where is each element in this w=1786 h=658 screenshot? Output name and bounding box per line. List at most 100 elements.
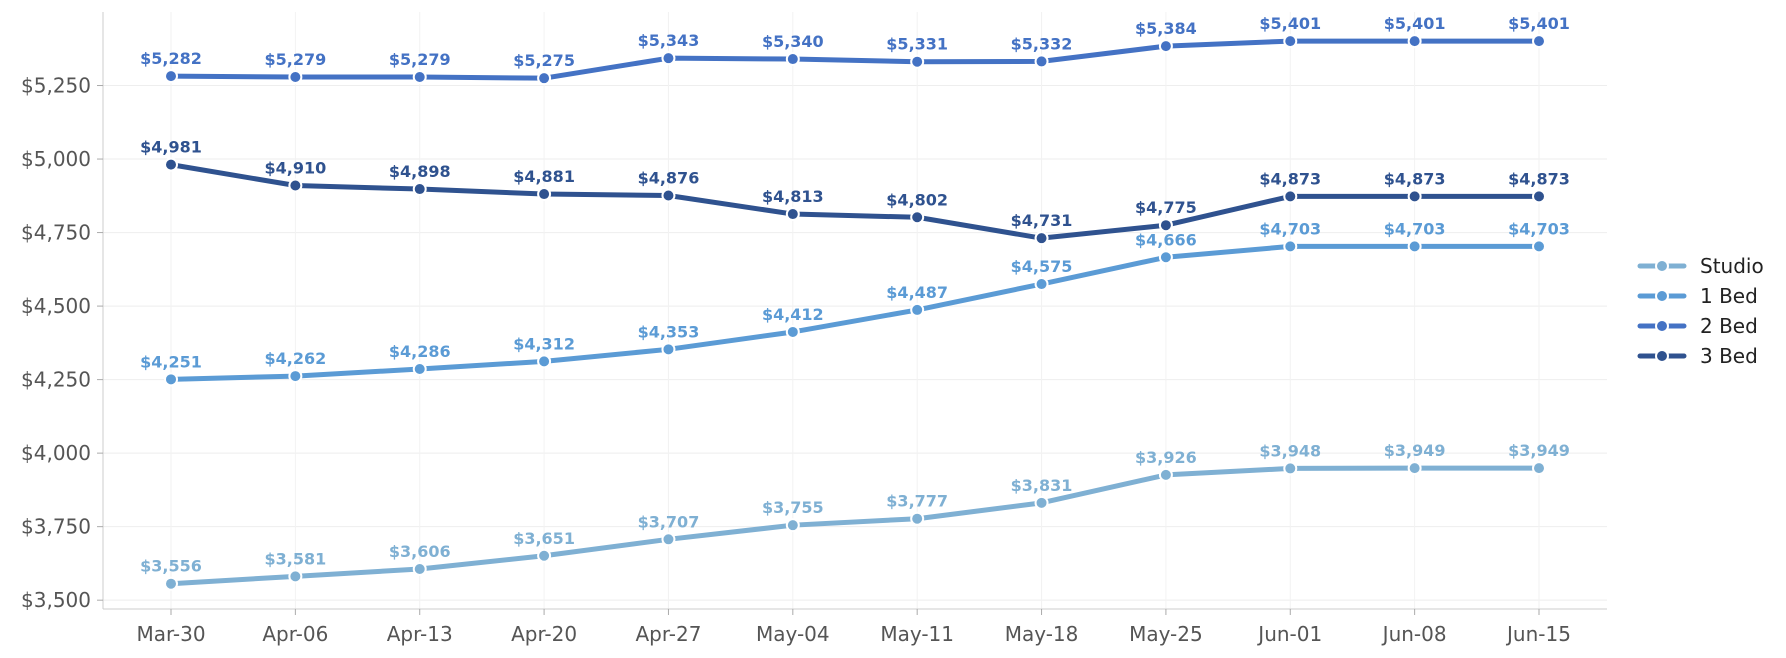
data-label: $3,926 (1135, 448, 1197, 467)
data-label: $3,949 (1508, 441, 1570, 460)
data-label: $4,312 (513, 334, 575, 353)
data-point (1034, 231, 1049, 246)
data-label: $5,282 (140, 49, 202, 68)
series-line (168, 38, 1542, 81)
data-point (412, 182, 427, 197)
y-tick-label: $4,500 (21, 294, 91, 318)
data-label: $4,575 (1011, 257, 1073, 276)
data-label: $5,401 (1508, 14, 1570, 33)
data-point (661, 532, 676, 547)
data-point (1034, 495, 1049, 510)
data-point (412, 69, 427, 84)
data-point (288, 69, 303, 84)
data-point (288, 178, 303, 193)
data-label: $4,487 (886, 283, 948, 302)
data-label: $4,981 (140, 138, 202, 157)
data-point (1532, 461, 1546, 476)
data-point (910, 511, 925, 526)
data-point (1532, 189, 1546, 204)
legend-label: Studio (1700, 254, 1764, 278)
x-tick-label: Jun-08 (1381, 622, 1447, 646)
data-point (537, 187, 552, 202)
data-label: $5,401 (1384, 14, 1446, 33)
data-point (1034, 277, 1049, 292)
data-point (1283, 34, 1298, 49)
data-label: $4,802 (886, 190, 948, 209)
x-tick-label: Apr-06 (262, 622, 328, 646)
data-point (661, 342, 676, 357)
legend-item: 1 Bed (1637, 284, 1758, 308)
x-axis-ticks: Mar-30 Apr-06 Apr-13 Apr-20 Apr-27 May-04 May-… (136, 609, 1571, 646)
data-label: $4,703 (1259, 219, 1321, 238)
data-label: $4,873 (1384, 169, 1446, 188)
data-point (1158, 39, 1173, 54)
data-label: $4,412 (762, 305, 824, 324)
data-label: $3,651 (513, 529, 575, 548)
data-label: $4,703 (1384, 219, 1446, 238)
data-point (412, 362, 427, 377)
data-point (1407, 34, 1422, 49)
data-label: $3,949 (1384, 441, 1446, 460)
data-point (1407, 189, 1422, 204)
x-tick-label: Apr-20 (511, 622, 577, 646)
data-point (1283, 461, 1298, 476)
legend-swatch-marker (1655, 259, 1669, 273)
data-point (1407, 239, 1422, 254)
data-point (1034, 54, 1049, 69)
legend-item: 2 Bed (1637, 314, 1758, 338)
grid-lines (103, 12, 1607, 609)
series-1-bed: $4,251 $4,262 $4,286 $4,312 $4,353 $4,412 $4,4… (140, 219, 1570, 387)
x-tick-label: May-04 (756, 622, 830, 646)
data-point (164, 69, 178, 84)
data-point (537, 354, 552, 369)
legend: Studio 1 Bed 2 Bed 3 Bed (1637, 254, 1764, 368)
data-point (537, 548, 552, 563)
x-tick-label: May-18 (1005, 622, 1079, 646)
series-line (168, 465, 1542, 587)
axes (102, 12, 1607, 610)
data-label: $4,262 (264, 349, 326, 368)
legend-label: 3 Bed (1700, 344, 1758, 368)
data-point (661, 51, 676, 66)
data-label: $3,777 (886, 492, 948, 511)
y-tick-label: $3,750 (21, 515, 91, 539)
data-point (1532, 34, 1546, 49)
data-point (1158, 218, 1173, 233)
data-point (910, 302, 925, 317)
data-point (288, 369, 303, 384)
data-label: $4,731 (1011, 211, 1073, 230)
data-point (1283, 189, 1298, 204)
data-label: $5,279 (389, 50, 451, 69)
data-label: $4,873 (1508, 169, 1570, 188)
data-label: $3,831 (1011, 476, 1073, 495)
data-label: $4,251 (140, 352, 202, 371)
data-point (785, 207, 800, 222)
series-line (168, 162, 1542, 241)
data-label: $5,340 (762, 32, 824, 51)
data-point (1532, 239, 1546, 254)
data-label: $3,581 (264, 549, 326, 568)
x-tick-label: May-11 (880, 622, 954, 646)
data-label: $4,286 (389, 342, 451, 361)
data-label: $5,343 (638, 31, 700, 50)
data-point (412, 562, 427, 577)
legend-swatch-marker (1655, 319, 1669, 333)
data-label: $5,279 (264, 50, 326, 69)
legend-label: 1 Bed (1700, 284, 1758, 308)
data-label: $4,666 (1135, 230, 1197, 249)
y-tick-label: $5,250 (21, 74, 91, 98)
data-label: $5,384 (1135, 19, 1197, 38)
data-label: $3,948 (1259, 441, 1321, 460)
data-point (785, 52, 800, 67)
data-label: $4,910 (264, 159, 326, 178)
series-3-bed: $4,981 $4,910 $4,898 $4,881 $4,876 $4,813 $4,8… (140, 138, 1570, 246)
y-tick-label: $3,500 (21, 588, 91, 612)
legend-item: Studio (1637, 254, 1764, 278)
data-point (661, 188, 676, 203)
data-label: $4,703 (1508, 219, 1570, 238)
data-label: $4,898 (389, 162, 451, 181)
y-tick-label: $4,750 (21, 221, 91, 245)
data-point (288, 569, 303, 584)
x-tick-label: Mar-30 (136, 622, 205, 646)
